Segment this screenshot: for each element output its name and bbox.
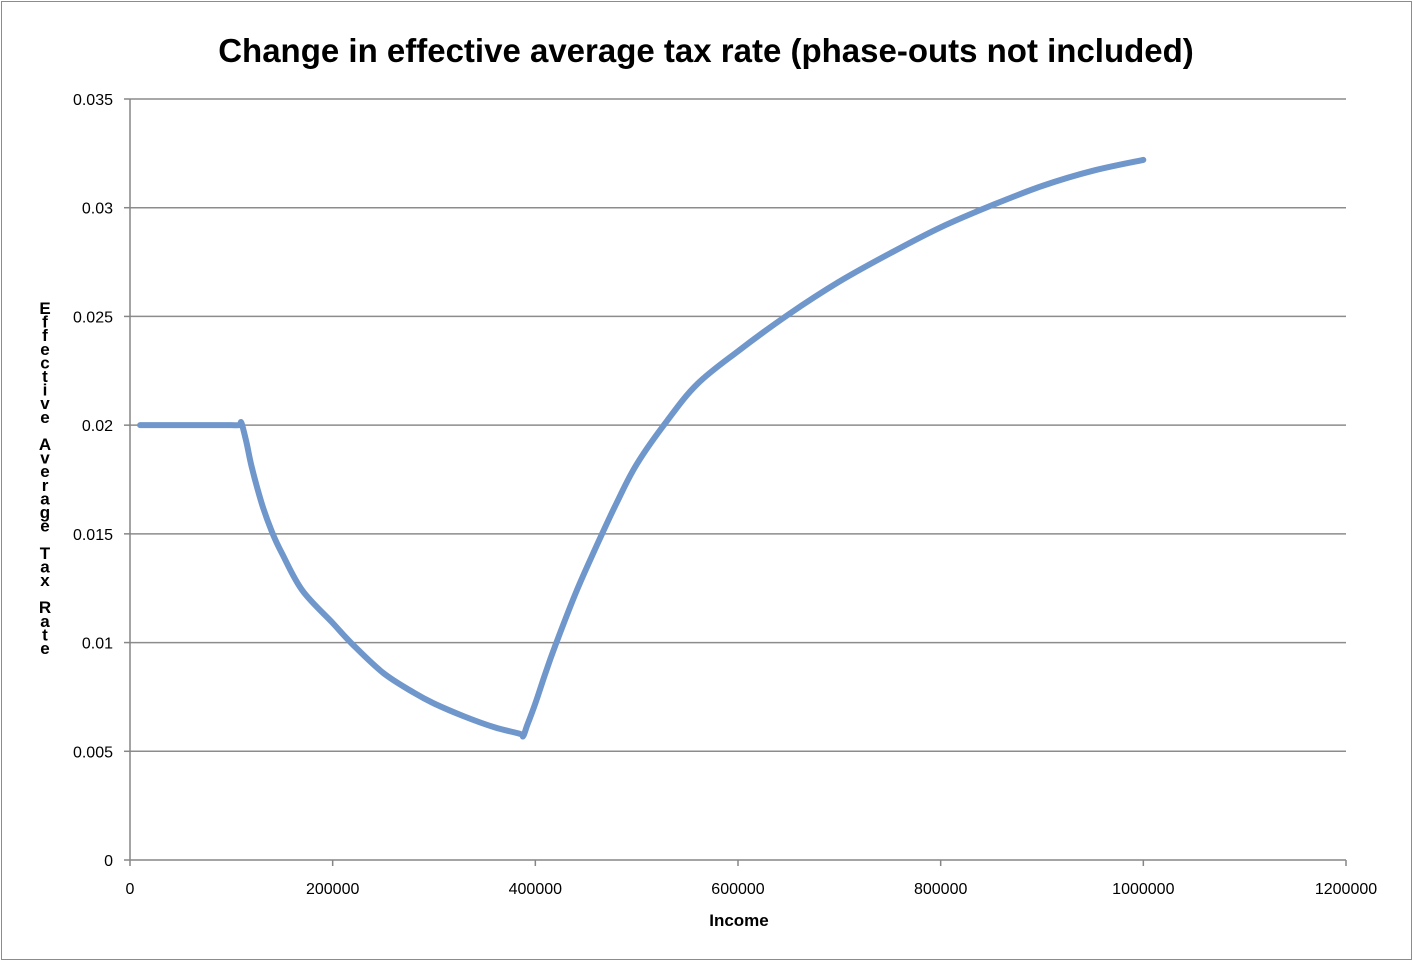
y-tick-label: 0.035	[73, 92, 113, 109]
x-axis-title: Income	[709, 911, 769, 930]
y-axis-ticks: 0 0.005 0.01 0.015 0.02 0.025 0.03 0.035	[73, 92, 130, 870]
x-tick-label: 200000	[306, 881, 359, 898]
chart-title: Change in effective average tax rate (ph…	[218, 32, 1194, 69]
y-tick-label: 0.025	[73, 309, 113, 326]
x-tick-label: 800000	[914, 881, 967, 898]
x-axis-ticks: 0 200000 400000 600000 800000 1000000 1200000	[126, 860, 1377, 898]
axes	[129, 99, 1346, 861]
y-tick-label: 0.01	[82, 636, 113, 653]
y-tick-label: 0.015	[73, 527, 113, 544]
x-tick-label: 1200000	[1315, 881, 1377, 898]
x-tick-label: 0	[126, 881, 135, 898]
y-tick-label: 0.005	[73, 744, 113, 761]
gridlines	[130, 98, 1346, 753]
x-tick-label: 1000000	[1112, 881, 1174, 898]
x-tick-label: 600000	[711, 881, 764, 898]
series-line	[137, 156, 1147, 740]
y-tick-label: 0	[104, 853, 113, 870]
y-tick-label: 0.02	[82, 418, 113, 435]
y-tick-label: 0.03	[82, 201, 113, 218]
x-tick-label: 400000	[509, 881, 562, 898]
